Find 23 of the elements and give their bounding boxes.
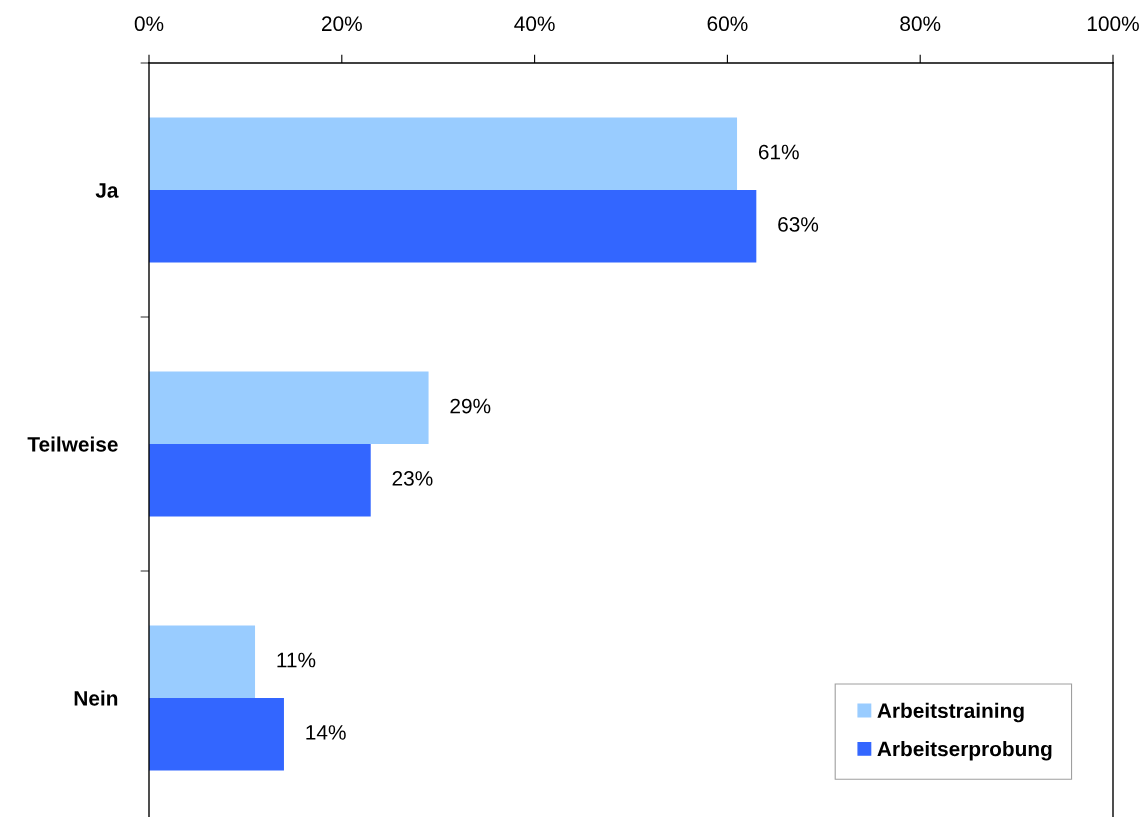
bar [149,371,429,444]
x-tick-label: 0% [134,16,164,32]
data-label: 11% [277,652,316,668]
data-label: 29% [450,398,491,414]
x-tick-label: 20% [322,16,362,32]
data-label: 63% [778,217,819,232]
data-label: 61% [758,144,799,160]
bar [149,444,371,517]
x-tick-label: 40% [514,16,555,32]
data-label: 14% [306,725,346,740]
bar [149,698,284,771]
y-tick-label: Nein [74,690,118,706]
legend-label: Arbeitstraining [877,702,1024,723]
x-tick-label: 60% [707,16,748,32]
data-label: 23% [392,471,433,486]
legend-label: Arbeitserprobung [877,741,1052,761]
x-tick-label: 100% [1087,16,1139,32]
bar [149,625,256,698]
y-tick-label: Ja [95,183,119,198]
bar [149,190,757,263]
y-tick-label: Teilweise [27,436,118,452]
bar [149,117,738,190]
x-tick-label: 80% [900,16,941,32]
